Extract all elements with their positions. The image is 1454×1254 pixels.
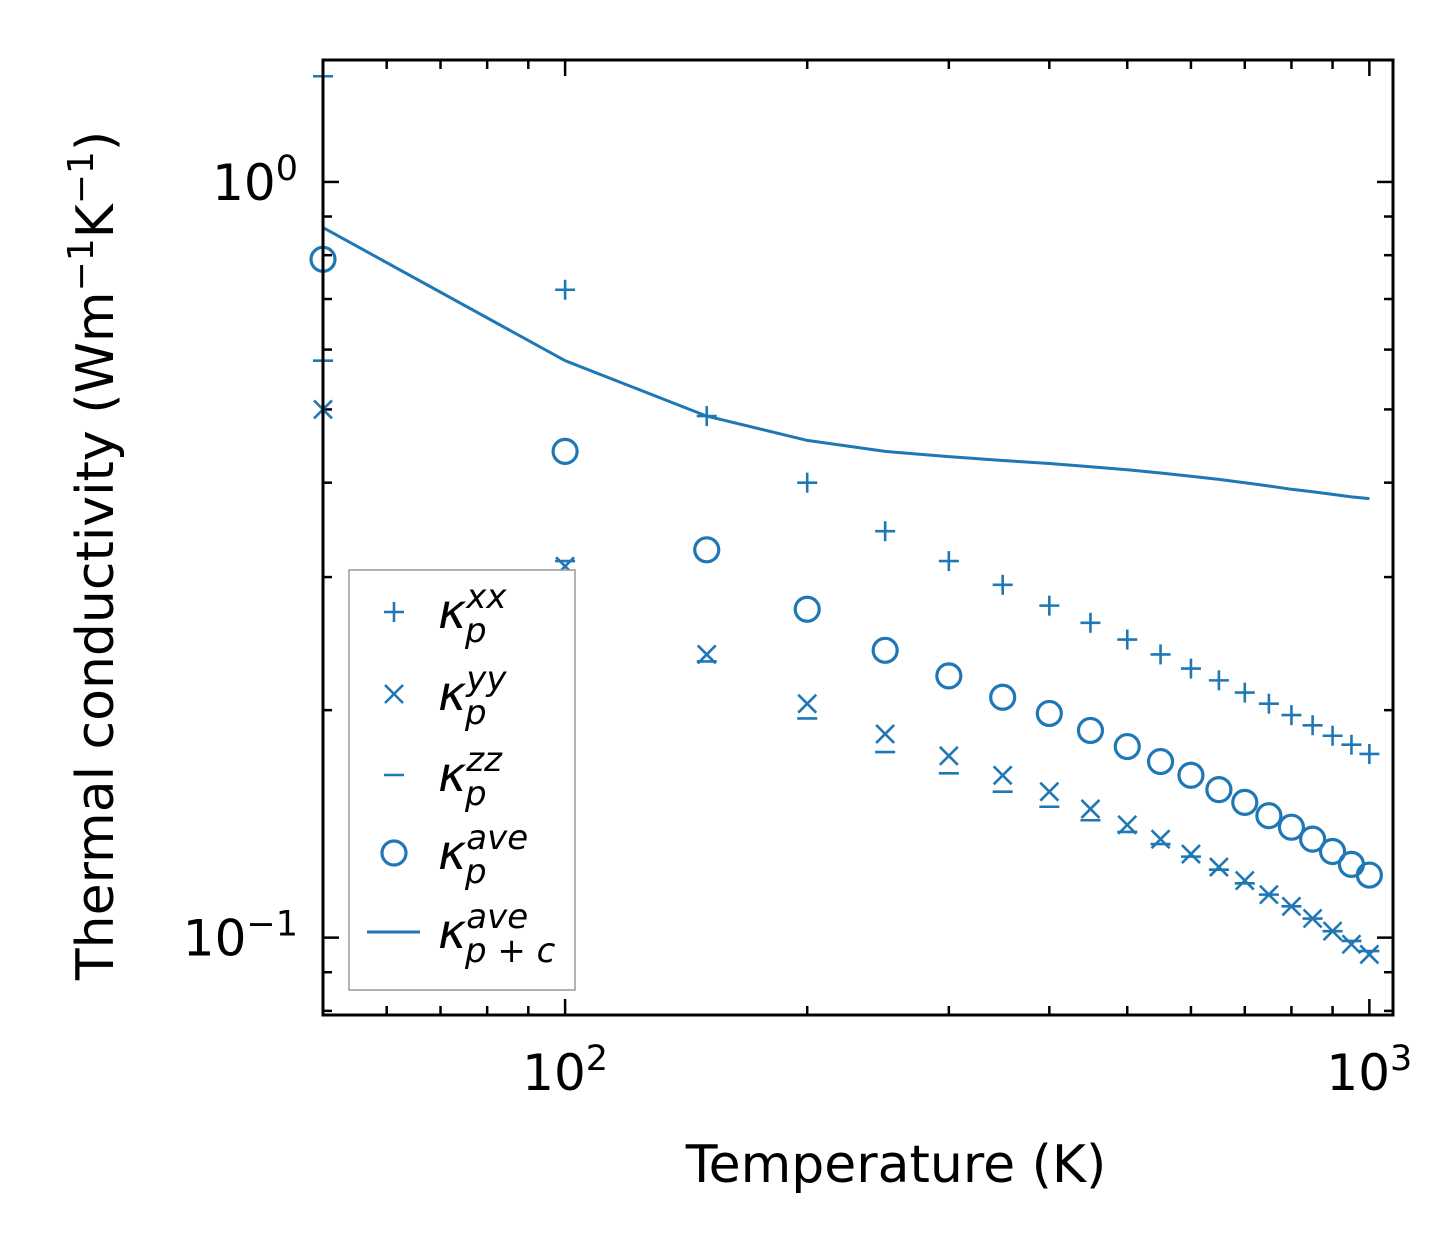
y-tick-label: 100 (212, 149, 298, 212)
legend-item: κxx p (384, 577, 507, 651)
data-point (1177, 761, 1205, 789)
legend-marker (380, 839, 408, 867)
legend-label: κave p (438, 818, 528, 892)
data-point (989, 683, 1017, 711)
data-point (551, 437, 579, 465)
data-point (1341, 934, 1362, 955)
data-point (1234, 870, 1255, 891)
legend-frame (348, 569, 576, 991)
data-point (1080, 612, 1101, 633)
data-point (1146, 747, 1175, 776)
data-point (1341, 734, 1362, 755)
series-kappa_p_zz (313, 359, 1380, 953)
data-point (1231, 788, 1259, 816)
legend-item: κave p + c (367, 897, 556, 971)
data-point (938, 551, 959, 572)
data-point (1039, 595, 1060, 616)
data-point (935, 662, 963, 690)
data-point (1150, 644, 1171, 665)
legend-label: κyy p (438, 659, 507, 733)
series-kappa_p+c_ave (322, 226, 1370, 501)
data-point (1180, 658, 1201, 679)
legend-marker (384, 684, 404, 704)
data-point (1255, 802, 1283, 830)
data-point (1113, 732, 1141, 761)
data-series (309, 66, 1383, 965)
data-point (992, 765, 1013, 786)
legend-label: κzz p (438, 740, 503, 814)
data-point (1234, 682, 1255, 703)
data-point (1281, 705, 1302, 726)
data-point (1117, 629, 1138, 650)
data-point (871, 636, 899, 664)
data-point (1322, 725, 1343, 746)
data-point (1318, 837, 1347, 866)
data-point (1208, 670, 1229, 691)
x-axis-label: Temperature (K) (685, 1135, 1107, 1195)
legend-item: κzz p (384, 740, 503, 814)
y-tick-label: 10−1 (183, 905, 298, 968)
data-point (1302, 715, 1323, 736)
data-point (555, 279, 576, 300)
legend-item: κyy p (384, 659, 507, 733)
data-point (875, 521, 896, 542)
legend-label: κave p + c (438, 897, 556, 971)
data-point (1355, 861, 1383, 889)
data-point (1181, 844, 1201, 864)
data-point (875, 724, 896, 744)
data-point (1359, 743, 1380, 764)
plot-frame (321, 58, 1395, 1017)
legend-label: κxx p (438, 577, 507, 651)
data-point (693, 536, 721, 564)
data-point (1039, 781, 1060, 802)
data-point (1208, 857, 1229, 877)
data-point (1205, 775, 1233, 804)
data-point (1277, 813, 1306, 841)
data-point (992, 574, 1013, 595)
data-point (1359, 944, 1380, 965)
data-point (793, 595, 821, 623)
data-point (797, 693, 818, 714)
legend-item: κave p (380, 818, 528, 892)
x-tick-label: 102 (522, 1039, 608, 1102)
x-tick-label: 103 (1326, 1039, 1412, 1102)
data-point (1258, 693, 1279, 714)
data-point (1035, 699, 1063, 728)
y-axis-label: Thermal conductivity (Wm−1K−1) (61, 131, 126, 981)
tick-labels: 102 103 100 10−1 (183, 149, 1413, 1102)
data-point (938, 745, 959, 766)
series-kappa_p_ave (309, 245, 1383, 889)
legend-marker (384, 602, 404, 622)
series-kappa_p_xx (313, 66, 1380, 764)
data-point (797, 472, 818, 493)
series-line (322, 226, 1370, 501)
data-point (1299, 825, 1327, 853)
data-point (1076, 716, 1105, 745)
data-point (1080, 799, 1101, 819)
